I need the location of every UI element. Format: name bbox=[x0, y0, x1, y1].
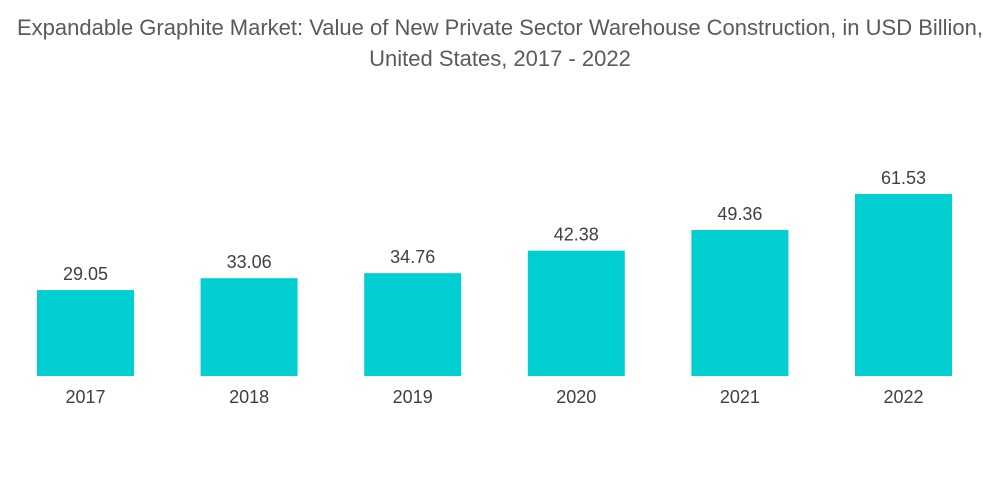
data-label-2021: 49.36 bbox=[717, 204, 762, 224]
x-tick-label-2019: 2019 bbox=[393, 387, 433, 407]
bar-2022 bbox=[855, 194, 952, 376]
bar-2019 bbox=[364, 273, 462, 376]
data-label-2020: 42.38 bbox=[554, 225, 599, 245]
x-tick-label-2017: 2017 bbox=[65, 387, 105, 407]
data-label-2018: 33.06 bbox=[227, 252, 272, 272]
data-label-2017: 29.05 bbox=[63, 264, 108, 284]
bar-2017 bbox=[37, 290, 134, 376]
x-tick-label-2018: 2018 bbox=[229, 387, 269, 407]
data-label-2022: 61.53 bbox=[881, 168, 926, 188]
bar-2020 bbox=[527, 250, 625, 376]
x-tick-label-2021: 2021 bbox=[720, 387, 760, 407]
data-label-2019: 34.76 bbox=[390, 247, 435, 267]
x-tick-label-2022: 2022 bbox=[883, 387, 923, 407]
bar-2021 bbox=[691, 229, 789, 376]
x-tick-label-2020: 2020 bbox=[556, 387, 596, 407]
chart-title: Expandable Graphite Market: Value of New… bbox=[16, 15, 983, 71]
bar-2018 bbox=[200, 278, 298, 376]
